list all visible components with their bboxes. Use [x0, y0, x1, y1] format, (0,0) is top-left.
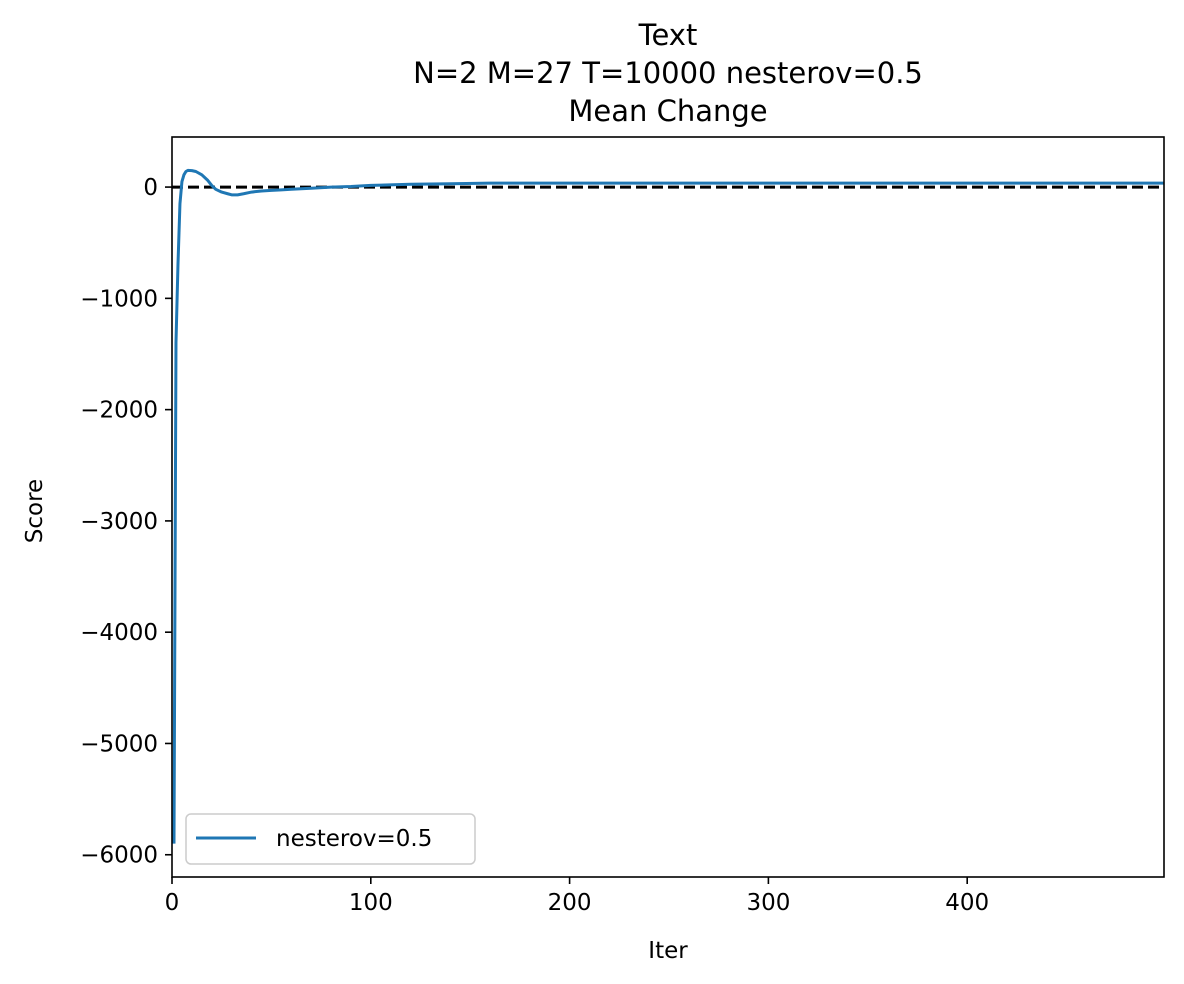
x-axis: 0 100 200 300 400	[165, 877, 989, 916]
legend: nesterov=0.5	[185, 813, 476, 865]
chart-title-line-1: Text	[638, 18, 698, 52]
y-tick-label: −4000	[80, 620, 158, 646]
y-tick-label: −3000	[80, 509, 158, 535]
chart-title-line-2: N=2 M=27 T=10000 nesterov=0.5	[413, 56, 923, 90]
series-line-0	[172, 168, 1164, 844]
x-tick-label: 400	[945, 890, 989, 916]
plot-frame	[171, 136, 1165, 878]
y-tick-label: −5000	[80, 731, 158, 757]
chart-title-line-3: Mean Change	[568, 94, 767, 128]
series-group	[172, 168, 1164, 844]
plot-background	[172, 137, 1164, 877]
y-axis: 0 −1000 −2000 −3000 −4000 −5000 −6000	[80, 175, 172, 869]
x-tick-label: 0	[165, 890, 180, 916]
x-tick-label: 200	[548, 890, 592, 916]
legend-box	[185, 813, 476, 865]
plot-area	[172, 137, 1164, 877]
y-tick-label: −2000	[80, 398, 158, 424]
x-axis-label: Iter	[648, 938, 688, 964]
y-tick-label: −1000	[80, 286, 158, 312]
chart-title: Text N=2 M=27 T=10000 nesterov=0.5 Mean …	[413, 18, 923, 128]
legend-label-nesterov: nesterov=0.5	[276, 826, 432, 852]
y-axis-label: Score	[22, 479, 48, 543]
x-tick-label: 300	[746, 890, 790, 916]
y-tick-label: −6000	[80, 843, 158, 869]
y-tick-label: 0	[143, 175, 158, 201]
x-tick-label: 100	[349, 890, 393, 916]
